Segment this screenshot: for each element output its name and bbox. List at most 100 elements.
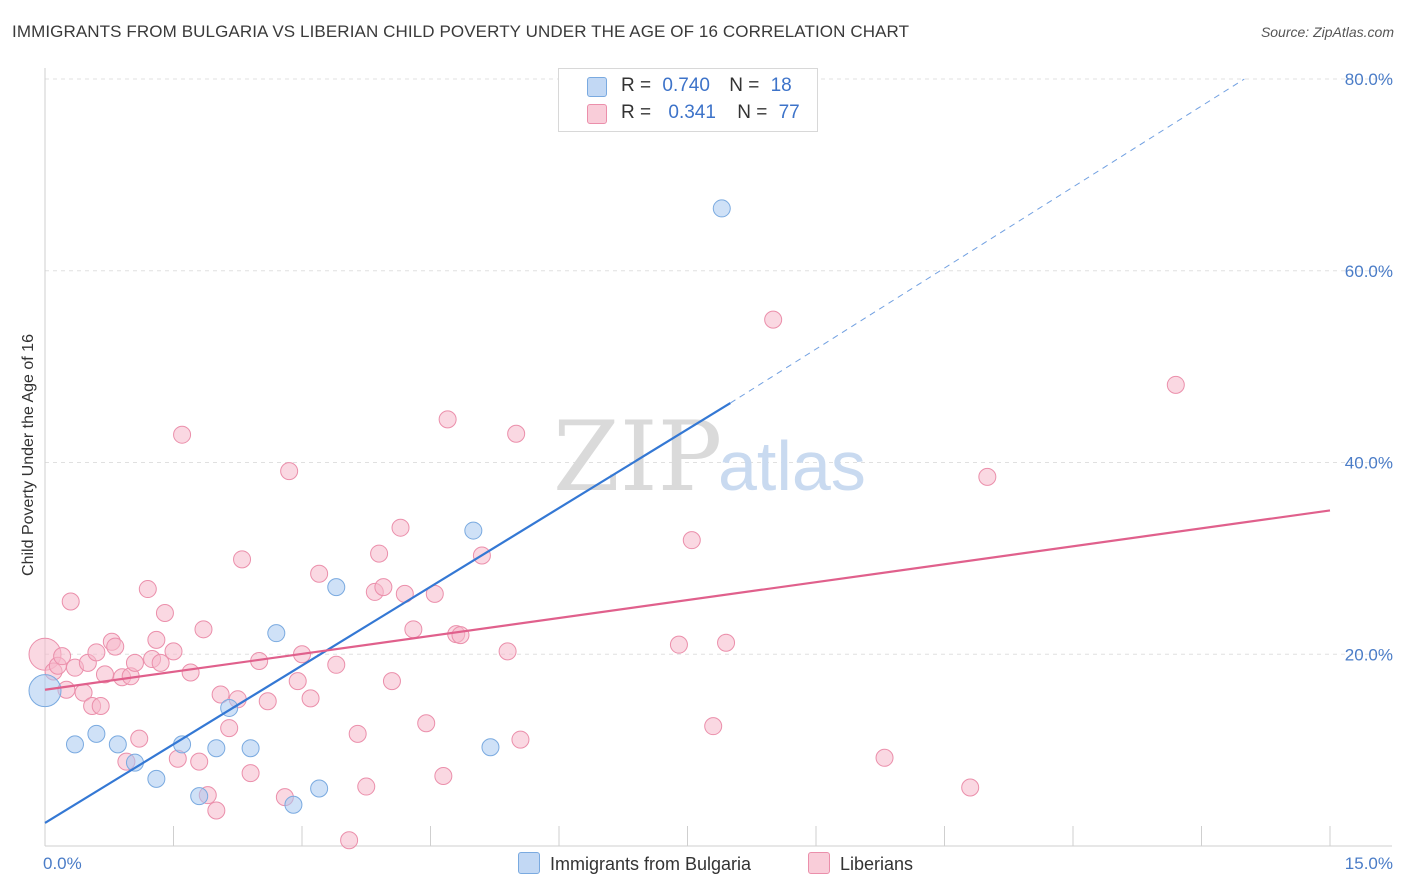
bulgaria-point xyxy=(65,735,84,754)
liberians-point xyxy=(498,642,517,661)
bulgaria-point xyxy=(190,787,209,806)
bulgaria-point xyxy=(267,624,286,643)
bulgaria-trend-extension xyxy=(730,78,1245,404)
liberians-point xyxy=(207,801,226,820)
bulgaria-point xyxy=(284,795,303,814)
liberians-point xyxy=(155,604,174,623)
liberians-point xyxy=(669,635,688,654)
watermark: ZIP atlas xyxy=(553,401,866,513)
liberians-point xyxy=(258,692,277,711)
y-tick-label: 60.0% xyxy=(1345,262,1393,281)
x-tick-label: 15.0% xyxy=(1345,854,1393,873)
liberians-points xyxy=(28,310,1185,850)
watermark-atlas: atlas xyxy=(718,427,866,505)
liberians-point xyxy=(288,672,307,691)
bulgaria-points xyxy=(28,199,731,814)
liberians-point xyxy=(764,310,783,329)
liberians-point xyxy=(147,630,166,649)
chart-title: IMMIGRANTS FROM BULGARIA VS LIBERIAN CHI… xyxy=(12,22,910,41)
liberians-point xyxy=(301,689,320,708)
bulgaria-point xyxy=(147,769,166,788)
bulgaria-point xyxy=(241,739,260,758)
liberians-point xyxy=(875,748,894,767)
bottom-legend-label-liberians: Liberians xyxy=(840,854,914,874)
trend-lines xyxy=(44,78,1331,824)
liberians-point xyxy=(181,663,200,682)
axes xyxy=(44,68,1392,847)
liberians-point xyxy=(1166,375,1185,394)
liberians-trend-line xyxy=(44,509,1331,691)
grid-lines xyxy=(45,78,1392,655)
legend-r-label: R = xyxy=(621,75,652,96)
liberians-point xyxy=(382,672,401,691)
liberians-point xyxy=(404,620,423,639)
bulgaria-point xyxy=(108,735,127,754)
legend-r-label: R = xyxy=(621,102,652,123)
liberians-point xyxy=(151,653,170,672)
liberians-point xyxy=(106,637,125,656)
y-tick-label: 20.0% xyxy=(1345,645,1393,664)
bulgaria-trend-line xyxy=(44,402,731,824)
liberians-point xyxy=(310,564,329,583)
legend-n-value: 77 xyxy=(778,102,800,123)
liberians-point xyxy=(451,626,470,645)
bulgaria-point xyxy=(464,521,483,540)
liberians-point xyxy=(138,580,157,599)
correlation-legend: R = 0.740 N = 18 R = 0.341 N = 77 xyxy=(558,68,818,132)
liberians-point xyxy=(164,642,183,661)
liberians-point xyxy=(348,724,367,743)
bulgaria-point xyxy=(207,739,226,758)
liberians-point xyxy=(125,653,144,672)
liberians-point xyxy=(961,778,980,797)
liberians-point xyxy=(173,425,192,444)
bulgaria-point xyxy=(712,199,731,218)
legend-n-label: N = xyxy=(737,102,768,123)
liberians-point xyxy=(233,550,252,569)
liberians-point xyxy=(220,719,239,738)
legend-r-value: 0.341 xyxy=(668,102,716,123)
bottom-legend-swatch-liberians xyxy=(808,852,830,874)
liberians-point xyxy=(280,462,299,481)
liberians-point xyxy=(53,647,72,666)
legend-swatch-liberians xyxy=(587,104,607,124)
legend-n-value: 18 xyxy=(770,75,792,96)
legend-n-label: N = xyxy=(729,75,760,96)
liberians-point xyxy=(91,697,110,716)
liberians-point xyxy=(61,592,80,611)
source-credit: Source: ZipAtlas.com xyxy=(1260,24,1394,40)
x-tick-label: 0.0% xyxy=(43,854,82,873)
legend-r-value: 0.740 xyxy=(662,75,710,96)
y-tick-label: 80.0% xyxy=(1345,70,1393,89)
liberians-point xyxy=(682,531,701,550)
bulgaria-point xyxy=(28,674,62,708)
y-tick-label: 40.0% xyxy=(1345,454,1393,473)
bulgaria-point xyxy=(310,779,329,798)
bottom-legend-bulgaria: Immigrants from Bulgaria xyxy=(518,852,751,875)
axis-labels: 20.0% 40.0% 60.0% 80.0% 0.0% 15.0% Child Pover… xyxy=(20,70,1393,873)
liberians-point xyxy=(434,767,453,786)
liberians-point xyxy=(978,467,997,486)
liberians-point xyxy=(438,410,457,429)
liberians-point xyxy=(130,729,149,748)
liberians-point xyxy=(374,578,393,597)
bottom-legend-liberians: Liberians xyxy=(808,852,913,875)
liberians-point xyxy=(95,665,114,684)
liberians-point xyxy=(717,633,736,652)
liberians-point xyxy=(211,685,230,704)
liberians-point xyxy=(391,518,410,537)
liberians-point xyxy=(87,643,106,662)
liberians-point xyxy=(370,544,389,563)
liberians-point xyxy=(507,424,526,443)
liberians-point xyxy=(327,655,346,674)
liberians-point xyxy=(704,717,723,736)
y-axis-label: Child Poverty Under the Age of 16 xyxy=(20,334,37,576)
liberians-point xyxy=(357,777,376,796)
liberians-point xyxy=(340,831,359,850)
liberians-point xyxy=(190,752,209,771)
liberians-point xyxy=(511,730,530,749)
liberians-point xyxy=(241,764,260,783)
liberians-point xyxy=(194,620,213,639)
bulgaria-point xyxy=(87,724,106,743)
bulgaria-point xyxy=(481,738,500,757)
bottom-legend-label-bulgaria: Immigrants from Bulgaria xyxy=(550,854,752,874)
